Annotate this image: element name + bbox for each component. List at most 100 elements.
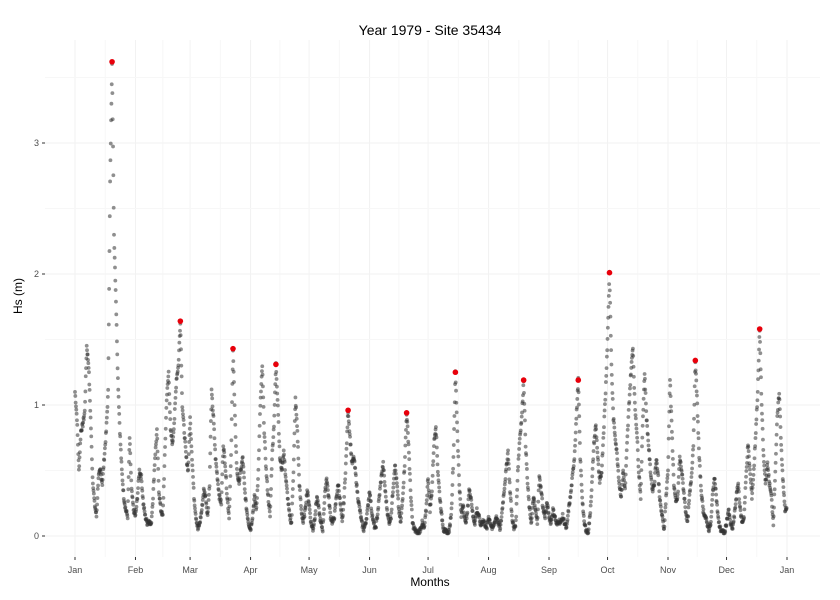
data-point [588, 511, 593, 515]
data-point [268, 493, 273, 498]
data-point [732, 515, 737, 520]
data-point [381, 468, 386, 473]
data-point [116, 376, 120, 381]
data-point [272, 424, 276, 429]
data-point [280, 467, 284, 472]
data-point [608, 314, 613, 319]
data-point [255, 496, 259, 500]
data-point [116, 387, 121, 392]
data-point [108, 158, 113, 163]
data-point [461, 510, 466, 515]
data-point [114, 322, 119, 327]
data-point [624, 448, 629, 453]
data-point [764, 477, 769, 482]
data-point [523, 418, 527, 423]
data-point [640, 435, 645, 440]
data-point [85, 348, 89, 353]
data-point [171, 427, 176, 432]
data-point [227, 497, 232, 502]
data-point [180, 391, 184, 396]
data-point [679, 469, 684, 473]
data-point [374, 525, 378, 530]
data-point [342, 495, 347, 499]
data-point [638, 489, 643, 494]
data-point [691, 447, 695, 452]
monthly-max-point [606, 269, 613, 276]
data-point [499, 515, 504, 519]
data-point [233, 435, 238, 439]
data-point [515, 487, 520, 492]
data-point [105, 395, 110, 399]
data-point [85, 352, 90, 357]
data-point [128, 451, 133, 456]
data-point [192, 503, 197, 508]
data-point [315, 498, 320, 503]
data-point [588, 503, 593, 508]
data-point [590, 466, 595, 471]
data-point [577, 429, 582, 434]
data-point [86, 361, 91, 366]
data-point [690, 460, 695, 465]
data-point [698, 483, 703, 488]
data-point [242, 481, 247, 486]
data-point [395, 489, 400, 494]
data-point [646, 443, 651, 448]
data-point [342, 480, 347, 485]
data-point [162, 477, 166, 481]
data-point [254, 505, 259, 510]
data-point [321, 518, 326, 522]
monthly-max-point [575, 377, 582, 383]
data-point [182, 431, 187, 435]
data-point [95, 486, 100, 491]
data-point [517, 441, 522, 446]
data-point [627, 400, 632, 404]
data-point [223, 464, 228, 469]
data-point [770, 510, 775, 514]
data-point [391, 490, 395, 495]
data-point [648, 462, 653, 467]
data-point [104, 415, 109, 420]
data-point [523, 444, 528, 449]
data-point [607, 282, 612, 287]
data-point [685, 519, 690, 524]
data-point [609, 362, 614, 367]
data-point [448, 516, 453, 520]
data-point [153, 456, 157, 461]
data-point [171, 430, 176, 435]
data-point [402, 464, 407, 468]
data-point [111, 144, 115, 149]
data-point [657, 489, 662, 494]
data-point [681, 481, 685, 485]
data-point [434, 435, 439, 440]
data-point [612, 420, 616, 425]
data-point [101, 465, 106, 470]
data-point [455, 429, 460, 434]
data-point [668, 383, 673, 388]
data-point [114, 312, 119, 317]
data-point [257, 448, 261, 453]
data-point [358, 508, 363, 512]
data-point [286, 496, 290, 501]
data-point [181, 418, 186, 422]
data-point [569, 488, 574, 493]
data-point [454, 400, 459, 405]
data-point [649, 477, 654, 482]
data-point [231, 359, 236, 364]
data-point [332, 516, 337, 521]
data-point [264, 476, 269, 481]
data-point [73, 394, 78, 398]
data-point [616, 464, 620, 469]
data-point [295, 428, 300, 433]
data-point [208, 451, 213, 456]
data-point [755, 405, 759, 410]
data-point [424, 498, 429, 503]
data-point [189, 449, 194, 454]
data-point [784, 506, 789, 510]
data-point [74, 411, 79, 416]
data-point [381, 459, 386, 464]
data-point [562, 516, 566, 521]
data-point [633, 413, 638, 417]
monthly-max-points [109, 58, 763, 416]
x-tick-label: Sep [541, 565, 557, 575]
data-point [175, 369, 180, 374]
